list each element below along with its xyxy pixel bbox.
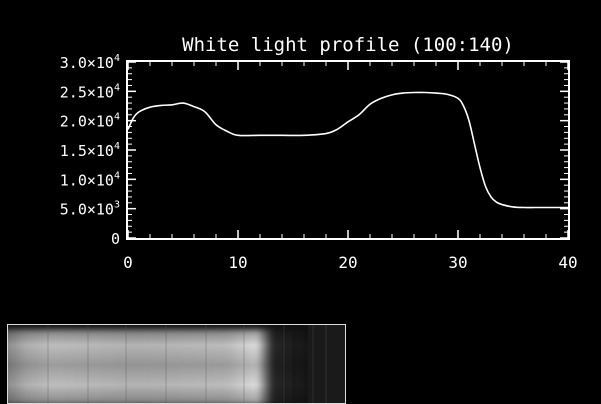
x-tick-label: 40 (558, 253, 577, 272)
x-tick-label: 10 (228, 253, 247, 272)
y-tick-label: 2.5×104 (60, 82, 120, 101)
y-tick-label: 0 (111, 230, 120, 248)
profile-line (127, 91, 569, 209)
x-tick-label: 0 (123, 253, 133, 272)
y-tick-label: 1.5×104 (60, 141, 120, 160)
y-tick-label: 5.0×103 (60, 200, 120, 219)
white-light-image (8, 325, 345, 403)
series-layer (127, 91, 569, 209)
y-axis: 0 5.0×103 1.0×104 1.5×104 2.0×104 2.5×104 3.0×… (60, 53, 568, 248)
chart-title: White light profile (100:140) (182, 34, 514, 56)
x-tick-label: 30 (448, 253, 467, 272)
x-axis: 0 10 20 30 40 (123, 62, 578, 272)
image-strip-panel (7, 324, 346, 404)
plot-frame (126, 60, 570, 240)
y-tick-label: 2.0×104 (60, 112, 120, 131)
y-tick-label: 3.0×104 (60, 53, 120, 72)
x-tick-label: 20 (338, 253, 357, 272)
y-tick-label: 1.0×104 (60, 170, 120, 189)
